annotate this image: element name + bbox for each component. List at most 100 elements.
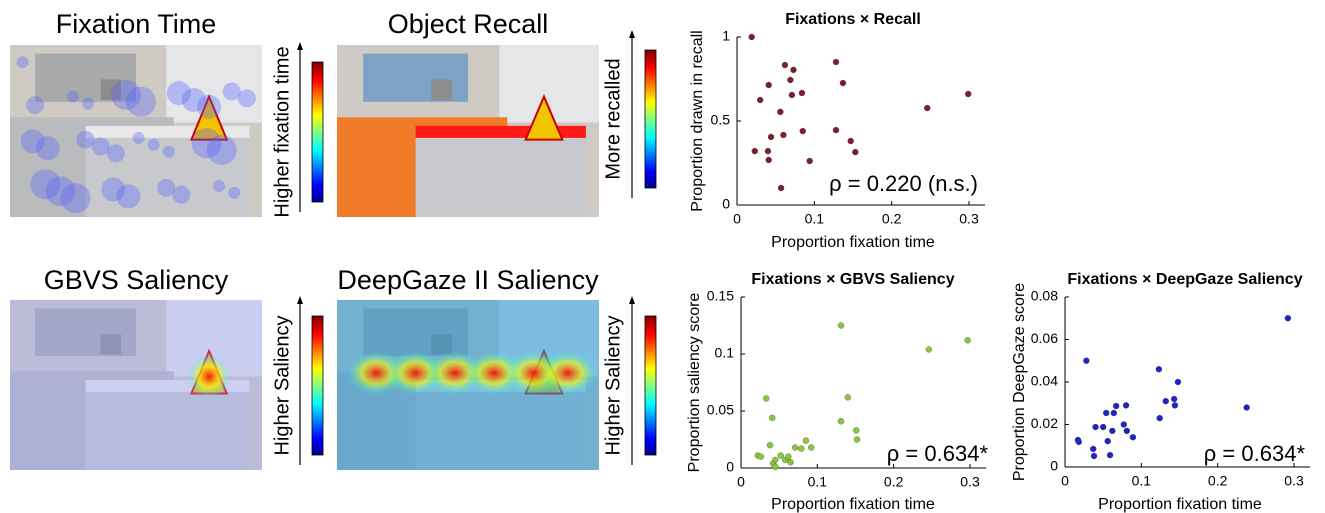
point [757, 96, 764, 104]
point [764, 147, 772, 155]
fixation-blob [228, 186, 241, 199]
photo [10, 45, 262, 217]
hot [187, 354, 232, 399]
hood [100, 334, 121, 355]
fixation-blob [76, 130, 95, 149]
point [852, 148, 859, 156]
y-tick-label: 0.02 [1031, 415, 1058, 431]
x-tick-label: 0 [1061, 473, 1069, 489]
point [1123, 427, 1130, 435]
y-tick-label: 0.04 [1031, 373, 1058, 389]
point [1090, 445, 1097, 453]
colorbar [644, 49, 657, 189]
fixation-blob [162, 145, 175, 158]
point [787, 76, 794, 84]
panel-title: GBVS Saliency [44, 265, 229, 295]
point [1122, 402, 1130, 409]
island-top [85, 379, 250, 392]
fixation-blob [16, 56, 29, 69]
arrow-head [297, 296, 303, 304]
point [1106, 451, 1114, 459]
colorbar [311, 315, 324, 456]
y-tick-label: 0.06 [1031, 330, 1058, 346]
colorbar [644, 315, 657, 456]
point [798, 445, 805, 452]
point [763, 395, 770, 402]
point [767, 133, 775, 141]
island [85, 379, 250, 470]
point [1092, 423, 1099, 431]
point [751, 147, 758, 155]
point [839, 79, 847, 87]
arrow-head [629, 30, 635, 38]
arrow-head [297, 42, 303, 50]
y-tick-label: 0.15 [707, 288, 734, 304]
y-tick-label: 0 [1050, 458, 1058, 474]
x-tick-label: 0.3 [960, 474, 980, 490]
point [965, 90, 972, 98]
fixation-blob [191, 128, 222, 159]
x-tick-label: 0.2 [884, 474, 904, 490]
fixation-blob [67, 90, 79, 103]
point [748, 33, 755, 41]
point [853, 436, 861, 443]
point [847, 137, 854, 145]
panel-title: Object Recall [388, 9, 549, 39]
point [806, 157, 813, 165]
fixation-blob [147, 138, 160, 151]
fixation-blob [82, 97, 95, 110]
y-axis-label: Proportion DeepGaze score [1011, 283, 1028, 481]
point [766, 442, 774, 449]
annotation: ρ = 0.634* [887, 441, 989, 466]
fixation-blob [30, 169, 61, 200]
point [787, 459, 794, 466]
point [853, 427, 860, 434]
point [832, 58, 840, 66]
scale-label: Higher Saliency [271, 315, 293, 455]
fixation-blob [172, 185, 191, 204]
panel-title: DeepGaze II Saliency [337, 265, 599, 295]
point [799, 127, 806, 135]
photo [337, 45, 599, 217]
point [1120, 421, 1127, 428]
fixation-blob [213, 180, 226, 193]
panel-title: Fixation Time [56, 9, 217, 39]
point [832, 126, 840, 134]
x-axis-label: Proportion fixation time [771, 496, 935, 513]
x-tick-label: 0.3 [1284, 473, 1304, 489]
fixation-blob [237, 89, 256, 108]
fixation-blob [157, 178, 176, 197]
point [777, 184, 785, 192]
point [1104, 437, 1111, 445]
point [924, 104, 931, 112]
chart-title: Fixations × Recall [785, 11, 921, 28]
point [765, 81, 772, 89]
point [772, 456, 779, 464]
fixation-blob [101, 177, 126, 202]
y-tick-label: 0.1 [715, 345, 735, 361]
point [1112, 402, 1120, 410]
point [777, 452, 784, 459]
y-tick-label: 0 [722, 196, 730, 212]
photo [337, 300, 599, 470]
fixation-blob [106, 144, 125, 163]
point [844, 394, 852, 401]
point [1243, 404, 1250, 411]
y-tick-label: 0.05 [707, 402, 734, 418]
point [765, 156, 772, 164]
fixation-blob [60, 183, 91, 214]
island [415, 125, 586, 217]
fixation-blob [35, 136, 60, 161]
x-tick-label: 0.3 [959, 211, 979, 227]
x-tick-label: 0.1 [808, 474, 828, 490]
point [964, 337, 971, 344]
point [769, 414, 776, 421]
sign [189, 93, 229, 141]
fixation-blob [197, 94, 222, 119]
point [785, 453, 792, 460]
point [1110, 409, 1118, 417]
x-tick-label: 0.1 [1132, 473, 1152, 489]
x-tick-label: 0.1 [805, 211, 825, 227]
point [837, 322, 845, 329]
hood [431, 79, 453, 101]
